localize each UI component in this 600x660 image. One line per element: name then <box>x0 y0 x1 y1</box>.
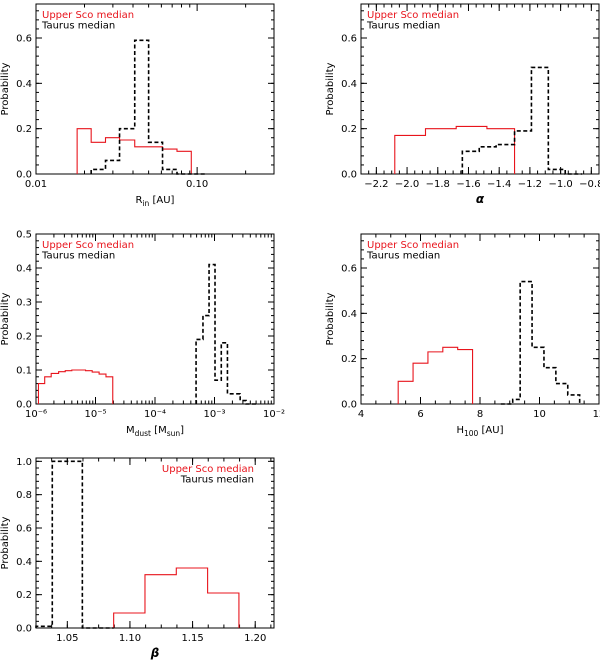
x-tick-label: −1.6 <box>456 179 480 190</box>
y-axis-label: Probability <box>0 516 11 569</box>
panel-rin: 0.0 0.2 0.4 0.6 0.01 0.10 Probability Rin [AU] U… <box>0 3 275 208</box>
histogram-upper-sco <box>113 567 240 628</box>
x-tick-label: 1.05 <box>56 633 78 644</box>
histogram-taurus <box>35 460 114 629</box>
panel-alpha: 0.0 0.2 0.4 0.6 −2.2 −2.0 −1.8 −1.6 −1.4 −1.2 −1.0… <box>325 3 600 206</box>
y-tick-label: 0.3 <box>16 298 32 309</box>
legend-upper-sco: Upper Sco median <box>367 10 459 21</box>
y-tick-label: 0.0 <box>341 400 357 411</box>
histogram-upper-sco <box>76 128 192 174</box>
y-tick-label: 0.2 <box>16 124 32 135</box>
y-tick-label: 0.2 <box>16 590 32 601</box>
y-tick-label: 0.0 <box>16 400 32 411</box>
x-tick-label: 10⁻² <box>263 409 285 420</box>
y-tick-label: 0.6 <box>341 34 357 45</box>
y-tick-label: 0.5 <box>16 230 32 241</box>
y-axis-label: Probability <box>0 292 11 345</box>
x-axis-label: α <box>476 192 485 206</box>
y-tick-label: 0.4 <box>16 264 32 275</box>
y-tick-label: 1.0 <box>16 457 32 468</box>
panel-beta: 0.0 0.2 0.4 0.6 0.8 1.0 1.05 1.10 1.15 1.20 Probab… <box>0 457 275 660</box>
histogram-taurus <box>90 39 206 175</box>
y-tick-label: 0.6 <box>341 264 357 275</box>
y-axis-label: Probability <box>325 62 336 115</box>
x-tick-label: −2.0 <box>395 179 419 190</box>
legend-upper-sco: Upper Sco median <box>162 464 254 475</box>
y-tick-label: 0.0 <box>341 170 357 181</box>
panel-h100: 0.0 0.2 0.4 0.6 4 6 8 10 12 Probability H100 [AU] U… <box>325 233 600 438</box>
x-tick-label: −1.2 <box>518 179 542 190</box>
x-axis-label: H100 [AU] <box>456 425 503 438</box>
axes-frame <box>35 3 275 175</box>
histogram-taurus <box>195 263 259 405</box>
x-tick-label: 6 <box>417 409 423 420</box>
y-tick-label: 0.2 <box>341 354 357 365</box>
y-axis-label: Probability <box>325 292 336 345</box>
histogram-upper-sco <box>37 369 114 404</box>
y-tick-label: 0.4 <box>16 79 32 90</box>
legend-taurus: Taurus median <box>366 21 440 32</box>
y-tick-label: 0.4 <box>341 79 357 90</box>
y-tick-label: 0.2 <box>341 124 357 135</box>
axes-frame <box>35 457 275 629</box>
legend-upper-sco: Upper Sco median <box>42 240 134 251</box>
y-tick-label: 0.6 <box>16 524 32 535</box>
y-tick-label: 0.2 <box>16 332 32 343</box>
x-tick-label: 1.15 <box>181 633 203 644</box>
y-axis-label: Probability <box>0 62 11 115</box>
legend-taurus: Taurus median <box>41 21 115 32</box>
x-tick-label: 10⁻³ <box>203 409 225 420</box>
legend-taurus: Taurus median <box>366 251 440 262</box>
histogram-taurus <box>461 66 583 175</box>
y-tick-label: 0.6 <box>16 34 32 45</box>
histogram-upper-sco <box>394 125 516 174</box>
x-tick-label: 1.20 <box>244 633 266 644</box>
y-tick-label: 0.4 <box>16 557 32 568</box>
x-tick-label: −0.8 <box>579 179 600 190</box>
x-tick-label: 12 <box>593 409 600 420</box>
x-tick-label: −1.0 <box>548 179 572 190</box>
axes-frame <box>360 3 600 175</box>
legend-taurus: Taurus median <box>180 475 254 486</box>
x-tick-label: 8 <box>477 409 483 420</box>
legend-taurus: Taurus median <box>41 251 115 262</box>
histogram-upper-sco <box>397 346 474 404</box>
x-tick-label: 0.01 <box>25 179 47 190</box>
legend-upper-sco: Upper Sco median <box>42 10 134 21</box>
y-tick-label: 0.0 <box>16 170 32 181</box>
x-tick-label: 4 <box>358 409 364 420</box>
x-tick-label: 10⁻⁶ <box>25 409 47 420</box>
y-tick-label: 0.8 <box>16 490 32 501</box>
x-tick-label: −1.8 <box>426 179 450 190</box>
y-tick-label: 0.0 <box>16 624 32 635</box>
panel-mdust: 0.0 0.1 0.2 0.3 0.4 0.5 10⁻⁶ 10⁻⁵ 10⁻⁴ 10⁻³ 10⁻² Pr… <box>0 230 285 439</box>
x-tick-label: −1.4 <box>487 179 511 190</box>
histogram-taurus <box>500 280 581 405</box>
legend-upper-sco: Upper Sco median <box>367 240 459 251</box>
x-tick-label: 1.10 <box>119 633 141 644</box>
x-tick-label: −2.2 <box>364 179 388 190</box>
x-axis-label: β <box>150 646 160 660</box>
y-tick-label: 0.1 <box>16 366 32 377</box>
y-tick-label: 0.4 <box>341 309 357 320</box>
x-axis-label: Rin [AU] <box>136 195 175 208</box>
x-tick-label: 0.10 <box>186 179 208 190</box>
x-tick-label: 10 <box>533 409 546 420</box>
x-tick-label: 10⁻⁴ <box>144 409 166 420</box>
x-tick-label: 10⁻⁵ <box>84 409 106 420</box>
x-axis-label: Mdust [Msun] <box>126 425 184 438</box>
